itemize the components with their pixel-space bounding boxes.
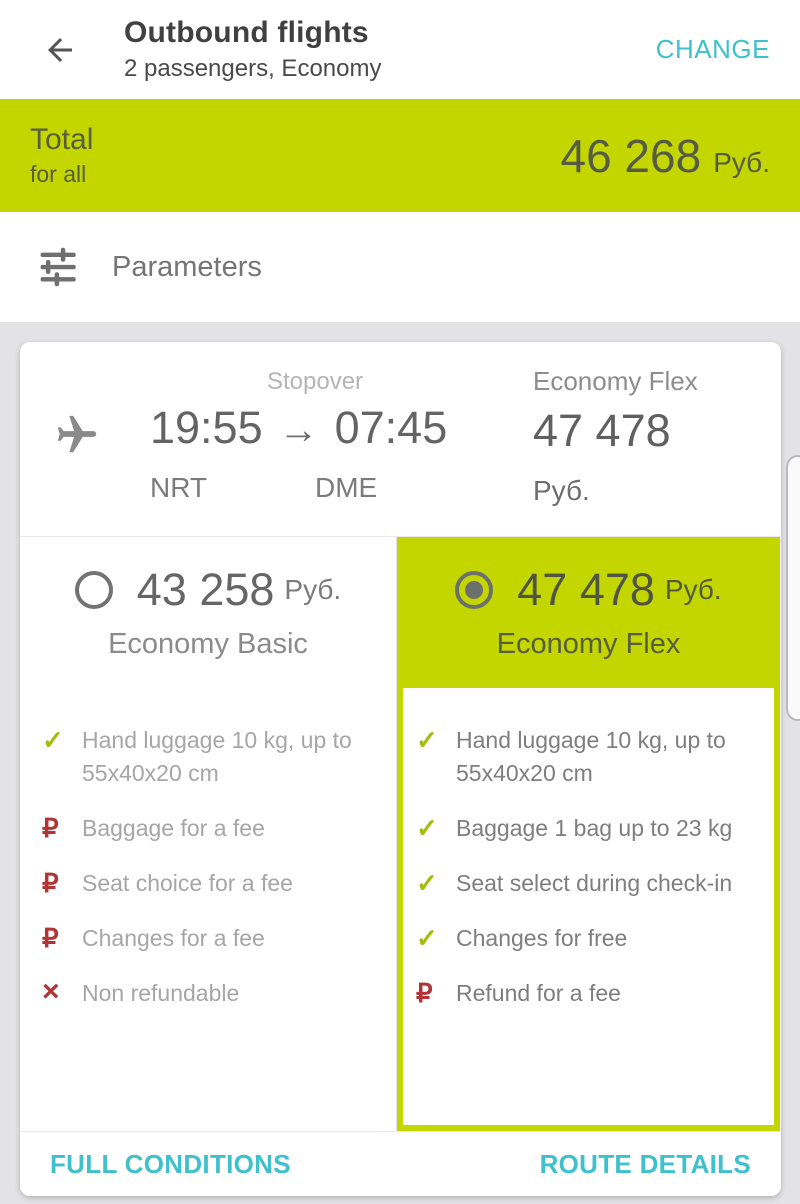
- check-icon: ✓: [416, 868, 438, 898]
- fare-flex-price-row: 47 478 Руб.: [455, 564, 722, 616]
- total-sublabel: for all: [30, 161, 87, 187]
- back-button[interactable]: [40, 30, 80, 70]
- fare-flex-price: 47 478: [517, 564, 655, 615]
- fare-flex-select[interactable]: 47 478 Руб. Economy Flex: [397, 537, 780, 688]
- feature-text: Refund for a fee: [456, 980, 621, 1006]
- total-amount-group: 46 268 Руб.: [560, 129, 770, 183]
- arrow-back-icon: [42, 32, 78, 68]
- arrow-right-icon: →: [278, 408, 319, 452]
- feature-text: Hand luggage 10 kg, up to 55x40x20 cm: [82, 727, 352, 786]
- feature-item: ✓ Hand luggage 10 kg, up to 55x40x20 cm: [42, 724, 396, 790]
- fare-options: 43 258 Руб. Economy Basic ✓ Hand luggage…: [20, 537, 781, 1131]
- flight-times: 19:55 → 07:45: [150, 402, 447, 454]
- total-currency: Руб.: [713, 146, 770, 178]
- check-icon: ✓: [416, 923, 438, 953]
- fare-flex-name: Economy Flex: [496, 628, 681, 660]
- check-icon: ✓: [416, 725, 438, 755]
- feature-text: Seat choice for a fee: [82, 870, 293, 896]
- fare-basic-select[interactable]: 43 258 Руб. Economy Basic: [20, 537, 396, 688]
- fare-flex-features: ✓ Hand luggage 10 kg, up to 55x40x20 cm …: [403, 688, 774, 1125]
- radio-unselected-icon[interactable]: [74, 571, 113, 609]
- feature-text: Seat select during check-in: [456, 870, 733, 896]
- feature-item: ₽ Seat choice for a fee: [42, 867, 396, 900]
- arrival-time: 07:45: [334, 402, 448, 453]
- parameters-row[interactable]: Parameters: [0, 212, 800, 322]
- feature-item: ✓ Seat select during check-in: [416, 867, 774, 900]
- scrollbar[interactable]: [786, 455, 800, 721]
- feature-text: Changes for a fee: [82, 925, 265, 951]
- selected-fare-currency: Руб.: [533, 475, 590, 506]
- header-titles: Outbound flights 2 passengers, Economy: [124, 16, 381, 83]
- feature-item: × Non refundable: [42, 977, 396, 1010]
- ruble-icon: ₽: [416, 978, 433, 1008]
- full-conditions-button[interactable]: FULL CONDITIONS: [50, 1148, 291, 1179]
- fare-option-economy-flex: 47 478 Руб. Economy Flex ✓ Hand luggage …: [397, 537, 780, 1131]
- selected-fare-price: 47 478: [533, 405, 671, 456]
- feature-item: ✓ Changes for free: [416, 922, 774, 955]
- fare-basic-price: 43 258: [136, 564, 275, 615]
- page-title: Outbound flights: [124, 16, 369, 49]
- total-amount: 46 268: [560, 129, 702, 182]
- fare-flex-currency: Руб.: [664, 574, 722, 605]
- feature-item: ✓ Baggage 1 bag up to 23 kg: [416, 812, 774, 845]
- ruble-icon: ₽: [42, 923, 59, 953]
- flight-card: Stopover 19:55 → 07:45 NRT DME Economy F…: [20, 342, 781, 1196]
- feature-text: Non refundable: [82, 980, 240, 1006]
- fare-option-economy-basic: 43 258 Руб. Economy Basic ✓ Hand luggage…: [20, 537, 397, 1131]
- parameters-label: Parameters: [112, 250, 262, 283]
- feature-item: ₽ Changes for a fee: [42, 922, 396, 955]
- fare-basic-features: ✓ Hand luggage 10 kg, up to 55x40x20 cm …: [20, 688, 396, 1131]
- total-banner: Total for all 46 268 Руб.: [0, 99, 800, 212]
- route-details-button[interactable]: ROUTE DETAILS: [539, 1148, 751, 1179]
- tune-icon: [38, 246, 80, 288]
- card-footer: FULL CONDITIONS ROUTE DETAILS: [20, 1131, 781, 1196]
- total-label: Total: [30, 123, 94, 156]
- page-subtitle: 2 passengers, Economy: [124, 55, 382, 82]
- feature-item: ✓ Hand luggage 10 kg, up to 55x40x20 cm: [416, 724, 774, 790]
- change-button[interactable]: CHANGE: [655, 34, 770, 64]
- check-icon: ✓: [416, 813, 438, 843]
- fare-basic-price-row: 43 258 Руб.: [74, 564, 342, 616]
- stopover-label: Stopover: [266, 368, 364, 395]
- arrival-airport: DME: [315, 472, 378, 503]
- airplane-icon: [54, 412, 100, 458]
- fare-basic-name: Economy Basic: [108, 628, 308, 660]
- ruble-icon: ₽: [42, 813, 59, 843]
- departure-airport: NRT: [150, 472, 208, 503]
- selected-fare-summary: Economy Flex 47 478 Руб.: [533, 366, 698, 507]
- check-icon: ✓: [42, 725, 64, 755]
- flight-info-section[interactable]: Stopover 19:55 → 07:45 NRT DME Economy F…: [20, 342, 781, 537]
- ruble-icon: ₽: [42, 868, 59, 898]
- radio-selected-icon[interactable]: [455, 571, 494, 609]
- cross-icon: ×: [42, 975, 60, 1008]
- departure-time: 19:55: [150, 402, 263, 453]
- selected-fare-name: Economy Flex: [533, 366, 698, 396]
- feature-item: ₽ Refund for a fee: [416, 977, 774, 1010]
- feature-item: ₽ Baggage for a fee: [42, 812, 396, 845]
- app-header: Outbound flights 2 passengers, Economy C…: [0, 0, 800, 99]
- feature-text: Baggage for a fee: [82, 815, 265, 841]
- feature-text: Hand luggage 10 kg, up to 55x40x20 cm: [456, 727, 726, 786]
- flight-airports: NRT DME: [150, 472, 480, 504]
- feature-text: Changes for free: [456, 925, 628, 951]
- fare-basic-currency: Руб.: [284, 574, 342, 605]
- total-labels: Total for all: [30, 123, 93, 188]
- feature-text: Baggage 1 bag up to 23 kg: [456, 815, 733, 841]
